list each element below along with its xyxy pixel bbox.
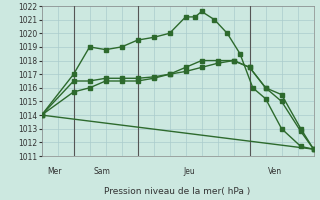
Text: Ven: Ven [268, 167, 282, 176]
Text: Sam: Sam [94, 167, 111, 176]
Text: Mer: Mer [47, 167, 62, 176]
Text: Pression niveau de la mer( hPa ): Pression niveau de la mer( hPa ) [104, 187, 251, 196]
Text: Jeu: Jeu [183, 167, 195, 176]
